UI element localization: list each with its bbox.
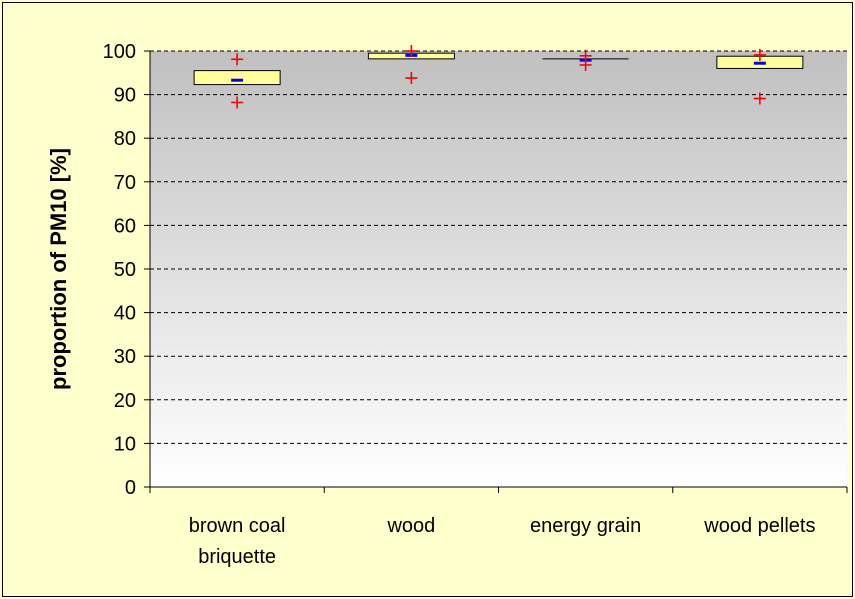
plot-area — [150, 51, 847, 487]
min-marker-1 — [405, 72, 418, 85]
y-tick-label-30: 30 — [114, 346, 136, 368]
category-label-0-1: briquette — [198, 546, 276, 568]
y-axis-label: proportion of PM10 [%] — [46, 148, 71, 390]
box-rect-0 — [193, 70, 281, 86]
y-tick-label-10: 10 — [114, 433, 136, 455]
min-marker-2 — [579, 58, 592, 71]
y-tick-label-70: 70 — [114, 172, 136, 194]
y-tick-labels: 0 10 20 30 40 50 60 70 80 90 100 — [103, 41, 136, 499]
category-label-3-0: wood pellets — [703, 515, 815, 537]
max-marker-3 — [753, 48, 766, 61]
box-0 — [193, 53, 281, 109]
category-label-2-0: energy grain — [530, 515, 641, 537]
category-label-0-0: brown coal — [189, 515, 286, 537]
y-tick-label-50: 50 — [114, 259, 136, 281]
boxes — [193, 45, 804, 109]
max-marker-0 — [231, 53, 244, 66]
box-3 — [716, 48, 804, 105]
y-tick-label-60: 60 — [114, 215, 136, 237]
axes — [144, 50, 848, 493]
box-2 — [542, 49, 629, 71]
max-marker-1 — [405, 45, 418, 57]
box-1 — [367, 45, 455, 85]
category-labels: brown coal briquette wood energy grain wood … — [189, 515, 816, 568]
y-tick-label-0: 0 — [125, 477, 136, 499]
min-marker-0 — [231, 96, 244, 109]
y-tick-label-20: 20 — [114, 390, 136, 412]
y-tick-label-80: 80 — [114, 128, 136, 150]
y-tick-label-90: 90 — [114, 85, 136, 107]
category-label-1-0: wood — [386, 515, 435, 537]
min-marker-3 — [753, 92, 766, 105]
y-tick-label-40: 40 — [114, 303, 136, 325]
y-tick-label-100: 100 — [103, 41, 136, 63]
